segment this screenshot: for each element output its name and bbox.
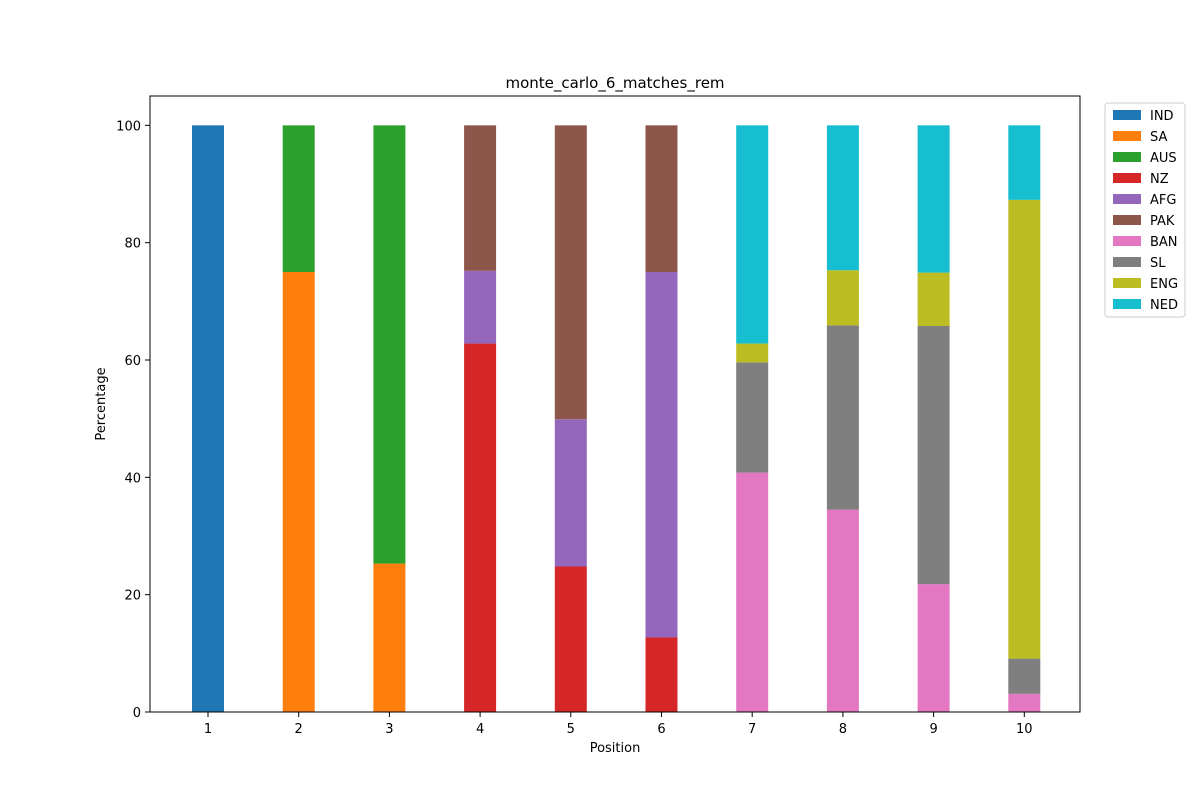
legend-label-ind: IND <box>1150 109 1174 124</box>
legend-label-ban: BAN <box>1150 235 1178 250</box>
legend-label-ned: NED <box>1150 298 1178 313</box>
bar-ned-pos-9 <box>917 125 950 273</box>
bar-sa-pos-3 <box>373 563 406 712</box>
y-tick-label: 0 <box>133 706 141 721</box>
legend-label-sa: SA <box>1150 130 1167 145</box>
bar-sl-pos-9 <box>917 325 950 585</box>
bar-afg-pos-5 <box>554 419 587 567</box>
bars-group <box>192 125 1041 712</box>
bar-eng-pos-10 <box>1008 199 1041 659</box>
legend-label-sl: SL <box>1150 256 1166 271</box>
chart-title: monte_carlo_6_matches_rem <box>505 74 724 93</box>
x-axis-label: Position <box>590 741 641 756</box>
x-tick-label: 1 <box>204 722 212 737</box>
y-axis: 0 20 40 60 80 100 <box>116 119 150 721</box>
x-tick-label: 7 <box>748 722 756 737</box>
bar-ned-pos-7 <box>736 125 769 344</box>
x-tick-label: 8 <box>839 722 847 737</box>
bar-pak-pos-5 <box>554 125 587 420</box>
legend-label-eng: ENG <box>1150 277 1178 292</box>
bar-eng-pos-7 <box>736 343 769 363</box>
x-tick-label: 10 <box>1016 722 1033 737</box>
plot-frame <box>149 95 1081 713</box>
legend: IND SA AUS NZ AFG PAK BAN SL ENG NED <box>1104 102 1186 318</box>
legend-label-aus: AUS <box>1150 151 1177 166</box>
bar-afg-pos-6 <box>645 272 678 638</box>
y-tick-label: 20 <box>124 589 141 604</box>
bar-sl-pos-8 <box>826 325 859 510</box>
legend-label-afg: AFG <box>1150 193 1176 208</box>
x-tick-label: 2 <box>295 722 303 737</box>
bar-nz-pos-4 <box>464 343 497 712</box>
legend-swatch-nz <box>1113 173 1141 183</box>
bar-sl-pos-10 <box>1008 658 1041 694</box>
legend-swatch-ban <box>1113 236 1141 246</box>
bar-ind-pos-1 <box>192 125 224 712</box>
bar-sa-pos-2 <box>282 272 315 712</box>
bar-afg-pos-4 <box>464 270 497 344</box>
y-tick-label: 80 <box>124 237 141 252</box>
bar-ban-pos-9 <box>917 584 950 712</box>
bar-ned-pos-8 <box>826 125 859 271</box>
x-tick-label: 3 <box>385 722 393 737</box>
x-tick-label: 4 <box>476 722 484 737</box>
y-tick-label: 40 <box>124 471 141 486</box>
bar-eng-pos-9 <box>917 272 950 326</box>
x-tick-label: 5 <box>567 722 575 737</box>
y-tick-label: 100 <box>116 119 141 134</box>
bar-ban-pos-7 <box>736 472 769 712</box>
legend-swatch-ned <box>1113 299 1141 309</box>
legend-label-nz: NZ <box>1150 172 1169 187</box>
legend-swatch-sa <box>1113 131 1141 141</box>
bar-nz-pos-5 <box>554 566 587 712</box>
bar-ned-pos-10 <box>1008 125 1041 200</box>
bar-aus-pos-3 <box>373 125 406 564</box>
bar-nz-pos-6 <box>645 637 678 712</box>
legend-swatch-sl <box>1113 257 1141 267</box>
bar-ban-pos-8 <box>826 509 859 712</box>
x-tick-label: 9 <box>929 722 937 737</box>
bar-sl-pos-7 <box>736 362 769 473</box>
bar-pak-pos-6 <box>645 125 678 272</box>
legend-swatch-ind <box>1113 110 1141 120</box>
bar-ban-pos-10 <box>1008 693 1041 712</box>
legend-swatch-pak <box>1113 215 1141 225</box>
x-tick-label: 6 <box>657 722 665 737</box>
bar-aus-pos-2 <box>282 125 315 272</box>
legend-swatch-afg <box>1113 194 1141 204</box>
bar-eng-pos-8 <box>826 270 859 326</box>
x-axis: 1 2 3 4 5 6 7 8 9 10 <box>204 712 1033 737</box>
legend-swatch-aus <box>1113 152 1141 162</box>
legend-label-pak: PAK <box>1150 214 1175 229</box>
y-tick-label: 60 <box>124 354 141 369</box>
bar-pak-pos-4 <box>464 125 497 271</box>
y-axis-label: Percentage <box>94 367 109 440</box>
legend-swatch-eng <box>1113 278 1141 288</box>
